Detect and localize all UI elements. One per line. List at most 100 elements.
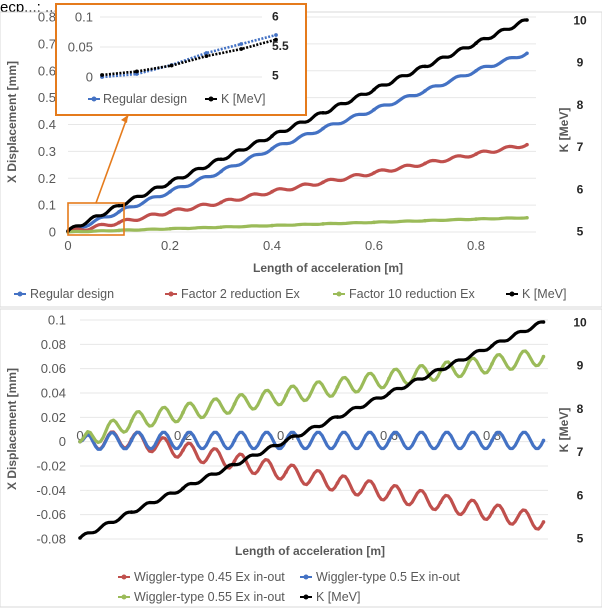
- bottom-series-line-wiggler-type-0-55-ex-in-out: [78, 349, 545, 445]
- top-y-tick-0-8: 0.8: [38, 10, 56, 25]
- inset-legend-marker-regular: [91, 96, 97, 102]
- bottom-point-k-mev-9: [541, 320, 546, 324]
- chart-top-x-axis-label: Length of acceleration [m]: [253, 261, 403, 275]
- bottom-y2-tick-5: 5: [577, 532, 584, 546]
- bottom-y-tick-0-04: -0.04: [36, 483, 66, 498]
- bottom-point-wiggler-type-0-5-ex-in-out-7: [438, 438, 443, 443]
- top-point-factor-10-reduction-ex-2: [168, 226, 172, 231]
- bottom-y-tick-0-06: -0.06: [36, 507, 66, 522]
- inset-y2-tick-5: 5: [272, 69, 279, 83]
- top-y-tick-0: 0: [49, 225, 56, 240]
- inset-legend-marker-k: [208, 96, 214, 102]
- top-point-k-mev-5: [321, 111, 325, 115]
- legend-marker-factor-10: [336, 291, 342, 297]
- top-point-factor-2-reduction-ex-5: [321, 180, 325, 185]
- legend-label-k-mev-bottom: K [MeV]: [316, 590, 360, 604]
- top-point-regular-design-3: [219, 169, 223, 174]
- chart-bottom-y2-ticks: 5 6 7 8 9 10: [573, 316, 587, 546]
- top-point-k-mev-6: [372, 87, 376, 92]
- bottom-point-k-mev-7: [438, 367, 443, 372]
- top-point-k-mev-2: [168, 180, 172, 185]
- bottom-y2-tick-10: 10: [573, 316, 587, 330]
- chart-bottom-y-ticks: -0.08 -0.06 -0.04 -0.02 0 0.02 0.04 0.06 0.08 0.1: [36, 313, 66, 547]
- legend-label-factor-10: Factor 10 reduction Ex: [349, 287, 476, 301]
- top-y2-tick-9: 9: [577, 56, 584, 70]
- top-y-tick-0-7: 0.7: [38, 36, 56, 51]
- bottom-point-k-mev-1: [129, 510, 134, 514]
- bottom-x-tick-0: 0: [76, 428, 83, 443]
- top-point-k-mev-3: [219, 157, 223, 162]
- inset-legend-label-regular: Regular design: [103, 92, 187, 106]
- chart-bottom-legend: Wiggler-type 0.45 Ex in-out Wiggler-type…: [118, 570, 460, 604]
- top-y-tick-0-2: 0.2: [38, 171, 56, 186]
- legend-marker-wiggler-05: [303, 574, 309, 580]
- bottom-point-wiggler-type-0-45-ex-in-out-3: [232, 459, 237, 463]
- bottom-point-k-mev-5: [335, 415, 340, 419]
- top-point-factor-10-reduction-ex-1: [117, 228, 121, 233]
- bottom-point-wiggler-type-0-55-ex-in-out-5: [335, 385, 340, 389]
- top-point-regular-design-6: [372, 107, 376, 112]
- top-point-regular-design-7: [423, 89, 427, 93]
- chart-bottom-frame: [0, 308, 602, 608]
- top-y2-tick-8: 8: [577, 98, 584, 112]
- inset-legend: Regular design K [MeV]: [88, 92, 265, 106]
- top-series-line-k-mev: [66, 18, 527, 233]
- top-y-tick-0-1: 0.1: [38, 198, 56, 213]
- bottom-y-tick-0-1: 0.1: [48, 313, 66, 328]
- bottom-y-tick-0: 0: [59, 434, 66, 449]
- top-point-factor-10-reduction-ex-4: [270, 223, 274, 228]
- bottom-series-line-wiggler-type-0-45-ex-in-out: [79, 430, 545, 531]
- bottom-point-wiggler-type-0-45-ex-in-out-7: [438, 500, 443, 505]
- bottom-point-k-mev-0: [78, 536, 82, 540]
- top-point-factor-2-reduction-ex-8: [474, 152, 478, 156]
- top-point-factor-2-reduction-ex-3: [219, 200, 223, 205]
- bottom-point-wiggler-type-0-5-ex-in-out-6: [387, 438, 391, 443]
- chart-top-series: [66, 18, 529, 234]
- top-point-factor-2-reduction-ex-6: [372, 171, 376, 175]
- inset-frame: [55, 3, 307, 116]
- zoom-connector-line: [95, 114, 129, 204]
- zoom-arrowhead: [121, 115, 128, 123]
- bottom-point-wiggler-type-0-55-ex-in-out-0: [78, 439, 82, 444]
- bottom-y2-tick-7: 7: [577, 445, 584, 459]
- chart-top: 0 0.1 0.2 0.3 0.4 0.5 0.6 0.7 0.8 5 6 7 8 9 10 0 0.2 0.…: [0, 3, 602, 308]
- chart-bottom-y-axis-label: X Displacement [mm]: [5, 368, 19, 490]
- bottom-point-k-mev-4: [284, 439, 288, 443]
- top-x-tick-0-4: 0.4: [263, 238, 281, 253]
- top-point-regular-design-2: [168, 189, 172, 194]
- top-y2-tick-7: 7: [577, 140, 584, 154]
- legend-marker-regular-design: [17, 291, 23, 297]
- legend-marker-wiggler-055: [121, 594, 127, 600]
- top-y2-tick-6: 6: [577, 182, 584, 196]
- bottom-y-tick-0-08: 0.08: [41, 337, 66, 352]
- chart-top-y2-ticks: 5 6 7 8 9 10: [573, 14, 587, 239]
- top-x-tick-0: 0: [64, 238, 71, 253]
- top-point-factor-10-reduction-ex-5: [321, 222, 325, 226]
- chart-bottom: -0.08 -0.06 -0.04 -0.02 0 0.02 0.04 0.06 0.08 0.1…: [0, 308, 602, 608]
- bottom-point-wiggler-type-0-45-ex-in-out-2: [181, 448, 185, 452]
- bottom-point-wiggler-type-0-45-ex-in-out-9: [541, 520, 546, 524]
- bottom-y-tick-0-02: 0.02: [41, 410, 66, 425]
- bottom-point-wiggler-type-0-45-ex-in-out-4: [284, 470, 288, 474]
- bottom-point-k-mev-6: [387, 391, 391, 396]
- bottom-point-wiggler-type-0-55-ex-in-out-3: [232, 402, 237, 406]
- top-y2-tick-10: 10: [573, 14, 587, 28]
- top-y2-tick-5: 5: [577, 225, 584, 239]
- top-y-tick-0-6: 0.6: [38, 63, 56, 78]
- bottom-point-k-mev-3: [232, 462, 237, 467]
- bottom-point-wiggler-type-0-45-ex-in-out-5: [335, 481, 340, 485]
- top-x-tick-0-8: 0.8: [467, 238, 485, 253]
- bottom-point-wiggler-type-0-55-ex-in-out-1: [129, 419, 134, 423]
- inset-y2-tick-6: 6: [272, 10, 279, 24]
- bottom-y-tick-0-06: 0.06: [41, 361, 66, 376]
- bottom-point-k-mev-8: [490, 343, 494, 348]
- bottom-point-wiggler-type-0-55-ex-in-out-2: [181, 410, 185, 415]
- inset-series: [100, 33, 278, 79]
- bottom-point-wiggler-type-0-55-ex-in-out-8: [490, 362, 494, 366]
- top-series-line-factor-10-reduction-ex: [67, 216, 528, 234]
- inset-gridlines: [100, 16, 262, 78]
- bottom-point-wiggler-type-0-5-ex-in-out-5: [335, 438, 340, 443]
- chart-bottom-series: [78, 320, 546, 540]
- inset-y-ticks: 0 0.05 0.1: [68, 10, 93, 85]
- top-point-factor-2-reduction-ex-4: [270, 189, 274, 194]
